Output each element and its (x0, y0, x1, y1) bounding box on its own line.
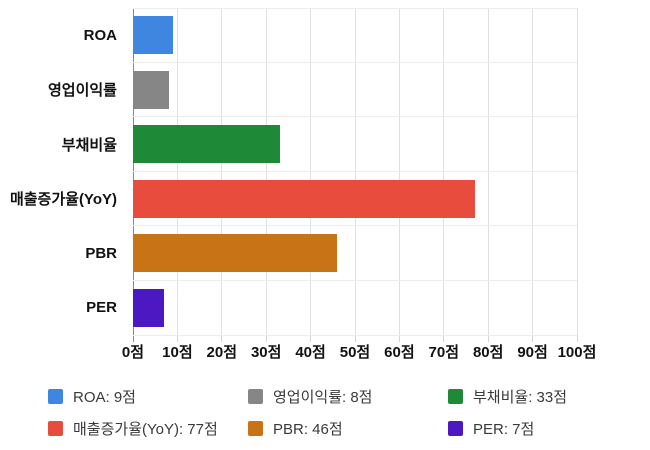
x-axis-tick-label: 60점 (384, 344, 415, 361)
axis-tick (532, 335, 534, 342)
axis-tick (443, 335, 445, 342)
axis-tick (132, 335, 134, 342)
x-axis-tick-label: 30점 (250, 344, 282, 361)
chart-bar[interactable] (133, 125, 280, 164)
legend-item[interactable]: 매출증가율(YoY): 77점 (48, 418, 248, 439)
legend-color-swatch (248, 421, 263, 436)
legend-item[interactable]: PER: 7점 (448, 418, 567, 439)
x-axis-tick-label: 10점 (162, 344, 193, 361)
axis-tick (398, 335, 400, 342)
x-axis-tick-label: 90점 (517, 344, 548, 361)
x-axis-tick-label: 20점 (206, 344, 238, 361)
band-gridline (133, 334, 577, 336)
legend-color-swatch (48, 389, 63, 404)
chart-bar[interactable] (133, 234, 338, 273)
y-axis-category-label: 부채비율 (61, 136, 117, 154)
y-axis-category-label: PBR (85, 244, 117, 262)
x-axis-tick-label: 50점 (339, 344, 371, 361)
axis-tick (487, 335, 489, 342)
chart-bar[interactable] (133, 179, 475, 218)
x-axis-tick-label: 80점 (472, 344, 504, 361)
legend-label: 부채비율: 33점 (473, 389, 568, 406)
axis-tick (221, 335, 223, 342)
gridline (576, 8, 578, 335)
band-gridline (133, 171, 577, 172)
x-axis-tick-label: 40점 (295, 344, 326, 361)
legend-color-swatch (448, 421, 463, 436)
legend-label: 영업이익률: 8점 (273, 389, 373, 406)
axis-tick (354, 335, 356, 342)
axis-tick (265, 335, 267, 342)
chart-bar[interactable] (133, 70, 169, 109)
legend-color-swatch (48, 421, 63, 436)
y-axis-category-label: 매출증가율(YoY) (9, 191, 117, 209)
legend-label: ROA: 9점 (73, 389, 136, 406)
legend-label: PBR: 46점 (273, 421, 343, 438)
band-gridline (133, 7, 577, 9)
y-axis-category-label: 영업이익률 (47, 82, 117, 100)
legend-item[interactable]: 영업이익률: 8점 (248, 386, 448, 407)
legend-color-swatch (248, 389, 263, 404)
chart-bar[interactable] (133, 288, 165, 327)
x-axis-tick-label: 70점 (428, 344, 460, 361)
axis-tick (176, 335, 178, 342)
band-gridline (133, 116, 577, 118)
axis-tick (576, 335, 578, 342)
x-axis-labels: 0점 10점 20점 30점 40점 50점 60점 70점 80점 90점 100점 (122, 341, 596, 361)
legend-label: PER: 7점 (473, 421, 535, 438)
y-axis-category-label: PER (86, 299, 117, 317)
x-axis-tick-label: 0점 (121, 344, 145, 361)
legend-item[interactable]: 부채비율: 33점 (448, 386, 567, 407)
band-gridline (133, 61, 577, 63)
axis-tick (310, 335, 312, 342)
legend-color-swatch (448, 389, 463, 404)
legend-item[interactable]: ROA: 9점 (48, 386, 248, 407)
y-axis-category-label: ROA (83, 26, 117, 44)
band-gridline (133, 225, 577, 227)
band-gridline (133, 280, 577, 281)
plot-area (132, 7, 578, 342)
chart-bar[interactable] (133, 16, 173, 55)
x-axis-tick-label: 100점 (557, 344, 597, 361)
legend-item[interactable]: PBR: 46점 (248, 418, 448, 439)
legend-label: 매출증가율(YoY): 77점 (73, 421, 218, 438)
